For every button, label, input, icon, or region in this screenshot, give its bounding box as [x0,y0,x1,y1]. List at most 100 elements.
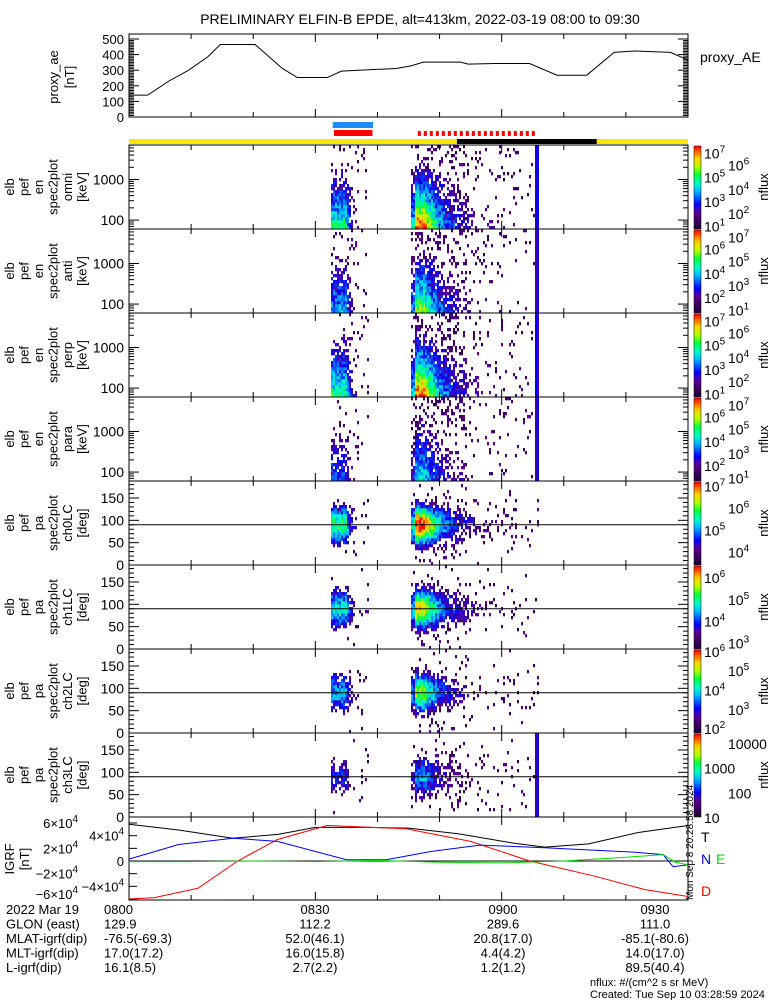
spectrogram-cell [425,520,427,524]
spectrogram-cell [419,460,421,464]
spectrogram-cell [431,505,433,509]
spectrogram-cell [427,208,429,212]
spectrogram-cell [465,193,467,197]
spectrogram-cell [417,457,419,461]
spectrogram-cell [361,316,363,320]
spectrogram-cell [415,232,417,236]
spectrogram-cell [513,613,515,617]
y-axis-label-line: [deg] [75,677,90,706]
spectrogram-cell [431,451,433,455]
spectrogram-cell [431,157,433,161]
spectrogram-cell [465,391,467,395]
spectrogram-cell [431,469,433,473]
spectrogram-cell [413,172,415,176]
spectrogram-cell [335,376,337,380]
y-axis-label-line: pef [17,262,32,280]
spectrogram-cell [431,367,433,371]
spectrogram-cell [345,259,347,263]
colorbar-gradient [693,145,702,230]
spectrogram-cell [435,709,437,713]
colorbar-tick-label-base: 10 [728,501,744,517]
spectrogram-cell [343,388,345,392]
spectrogram-cell [411,538,413,542]
spectrogram-cell [445,361,447,365]
spectrogram-cell [425,688,427,692]
spectrogram-cell [335,172,337,176]
spectrogram-cell [415,247,417,251]
colorbar-tick-label: 106 [704,408,726,425]
spectrogram-cell [527,193,529,197]
spectrogram-cell [445,496,447,500]
spectrogram-cell [453,292,455,296]
spectrogram-cell [427,541,429,545]
spectrogram-cell [419,469,421,473]
spectrogram-cell [435,595,437,599]
spectrogram-cell [337,343,339,347]
spectrogram-cell [437,382,439,386]
spectrogram-cell [341,301,343,305]
spectrogram-cell [517,325,519,329]
spectrogram-cell [415,616,417,620]
spectrogram-cell [459,415,461,419]
spectrogram-cell [471,601,473,605]
spectrogram-cell [417,472,419,476]
spectrogram-cell [337,271,339,275]
spectrogram-cell [445,541,447,545]
spectrogram-cell [445,196,447,200]
spectrogram-cell [435,553,437,557]
spectrogram-cell [509,649,511,653]
colorbar-tick-label-exponent: 2 [720,457,726,468]
spectrogram-cell [445,547,447,551]
spectrogram-cell [429,604,431,608]
colorbar-tick-label-exponent: 5 [744,253,750,264]
spectrogram-cell [449,508,451,512]
spectrogram-cell [421,433,423,437]
spectrogram-cell [351,223,353,227]
spectrogram-cell [333,394,335,398]
spectrogram-cell [429,289,431,293]
spectrogram-cell [485,403,487,407]
spectrogram-cell [531,412,533,416]
spectrogram-cell [431,220,433,224]
spectrogram-cell [347,532,349,536]
spectrogram-cell [437,406,439,410]
spectrogram-cell [449,379,451,383]
spectrogram-cell [345,373,347,377]
y-axis-label-line: [deg] [75,509,90,538]
spectrogram-cell [415,538,417,542]
spectrogram-cell [455,418,457,422]
spectrogram-cell [413,688,415,692]
spectrogram-cell [415,349,417,353]
spectrogram-cell [455,514,457,518]
spectrogram-cell [461,223,463,227]
spectrogram-cell [335,700,337,704]
spectrogram-cell [339,361,341,365]
spectrogram-cell [343,505,345,509]
spectrogram-cell [423,430,425,434]
spectrogram-cell [419,253,421,257]
spectrogram-cell [335,625,337,629]
spectrogram-cell [419,259,421,263]
spectrogram-cell [451,391,453,395]
spectrogram-cell [485,436,487,440]
spectrogram-cell [503,226,505,230]
spectrogram-cell [441,394,443,398]
spectrogram-cell [415,511,417,515]
spectrogram-cell [345,376,347,380]
spectrogram-cell [459,646,461,650]
spectrogram-cell [437,307,439,311]
spectrogram-cell [425,265,427,269]
spectrogram-cell [427,610,429,614]
spectrogram-cell [417,703,419,707]
spectrogram-cell [455,541,457,545]
spectrogram-cell [331,682,333,686]
spectrogram-cell [443,379,445,383]
spectrogram-cell [459,304,461,308]
spectrogram-cell [427,478,429,482]
spectrogram-cell [411,304,413,308]
spectrogram-cell [425,301,427,305]
spectrogram-cell [415,211,417,215]
spectrogram-cell [341,448,343,452]
spectrogram-cell [419,535,421,539]
